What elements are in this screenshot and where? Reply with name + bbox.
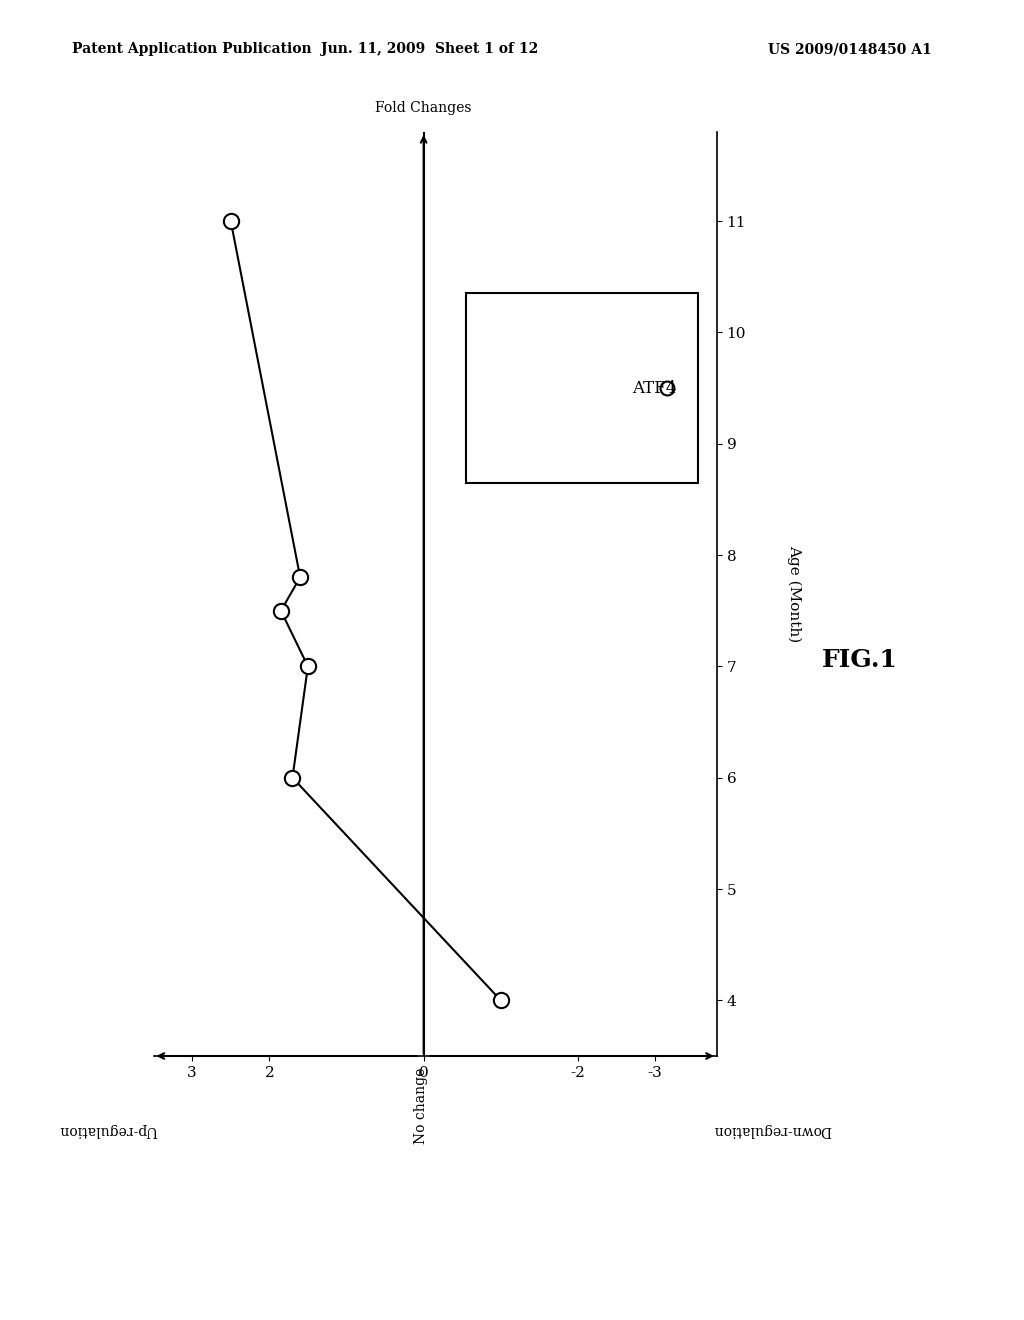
Text: Patent Application Publication: Patent Application Publication [72, 42, 311, 57]
Text: US 2009/0148450 A1: US 2009/0148450 A1 [768, 42, 932, 57]
Text: No change: No change [415, 1067, 428, 1143]
Text: Down-regulation: Down-regulation [713, 1123, 831, 1137]
Text: Jun. 11, 2009  Sheet 1 of 12: Jun. 11, 2009 Sheet 1 of 12 [322, 42, 539, 57]
Y-axis label: Age (Month): Age (Month) [787, 545, 802, 643]
Text: FIG.1: FIG.1 [822, 648, 898, 672]
Text: Up-regulation: Up-regulation [58, 1123, 158, 1137]
Text: Fold Changes: Fold Changes [376, 102, 472, 115]
Text: ATF4: ATF4 [632, 380, 676, 396]
FancyBboxPatch shape [466, 293, 697, 483]
